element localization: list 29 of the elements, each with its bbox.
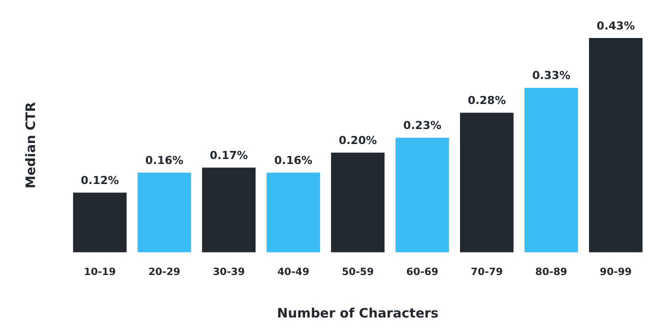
data-label: 0.20% bbox=[338, 134, 377, 148]
data-label: 0.28% bbox=[468, 94, 506, 108]
bar bbox=[73, 192, 127, 252]
bar bbox=[524, 88, 578, 252]
x-tick-label: 60-69 bbox=[406, 266, 438, 278]
x-tick-label: 10-19 bbox=[84, 266, 116, 278]
x-tick-label: 80-89 bbox=[535, 266, 568, 278]
bar bbox=[331, 152, 385, 252]
x-tick-label: 40-49 bbox=[277, 266, 310, 278]
x-tick-label: 20-29 bbox=[148, 266, 180, 278]
x-tick-label: 90-99 bbox=[600, 266, 632, 278]
data-label: 0.16% bbox=[274, 154, 312, 167]
data-label: 0.43% bbox=[596, 19, 635, 32]
x-tick-label: 50-59 bbox=[342, 266, 374, 278]
bar bbox=[396, 138, 450, 252]
y-axis-title: Median CTR bbox=[24, 102, 40, 188]
data-label: 0.17% bbox=[210, 148, 248, 162]
x-axis-title: Number of Characters bbox=[277, 306, 439, 322]
data-label: 0.33% bbox=[532, 69, 570, 82]
bar bbox=[588, 38, 643, 252]
bar bbox=[138, 172, 192, 252]
x-tick-label: 70-79 bbox=[470, 266, 503, 278]
data-label: 0.16% bbox=[145, 154, 184, 167]
bar bbox=[202, 168, 256, 252]
data-label: 0.12% bbox=[80, 174, 119, 187]
x-tick-label: 30-39 bbox=[212, 266, 245, 278]
bar bbox=[460, 112, 514, 252]
bar bbox=[266, 172, 320, 252]
data-label: 0.23% bbox=[403, 119, 442, 132]
